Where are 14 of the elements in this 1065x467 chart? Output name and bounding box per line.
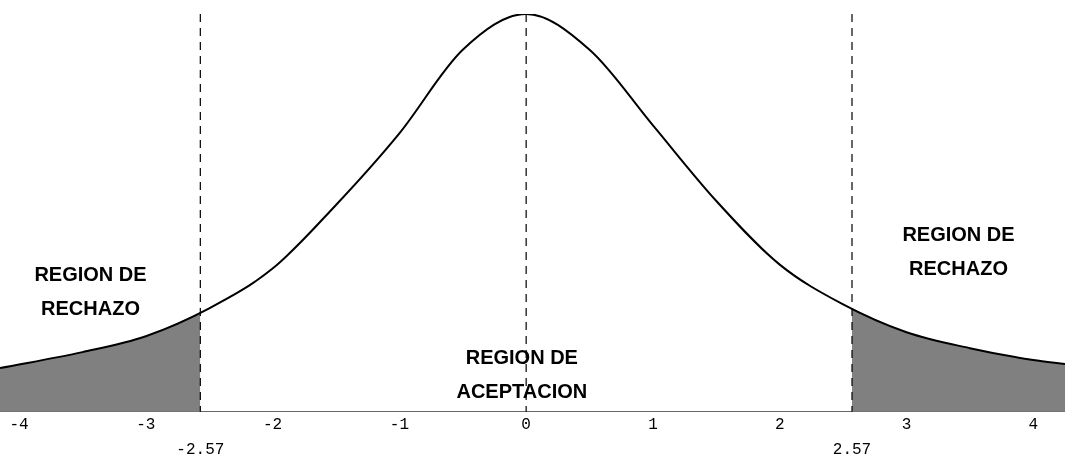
- ref-line-label: 2.57: [832, 441, 872, 460]
- x-tick-label: -4: [9, 415, 29, 434]
- x-tick-label: -2: [262, 415, 283, 434]
- x-tick-label: 3: [901, 415, 912, 434]
- x-tick-label: 2: [774, 415, 785, 434]
- x-tick-label: -1: [389, 415, 409, 434]
- annotation: REGION DE RECHAZO: [34, 262, 147, 319]
- x-tick-label: 0: [521, 415, 531, 434]
- x-tick-label: 4: [1028, 415, 1039, 434]
- annotation: REGION DE ACEPTACION: [456, 346, 588, 403]
- x-tick-label: 1: [648, 415, 658, 434]
- annotation: REGION DE RECHAZO: [902, 222, 1015, 279]
- x-tick-label: -3: [136, 415, 156, 434]
- ref-line-label: -2.57: [176, 441, 225, 460]
